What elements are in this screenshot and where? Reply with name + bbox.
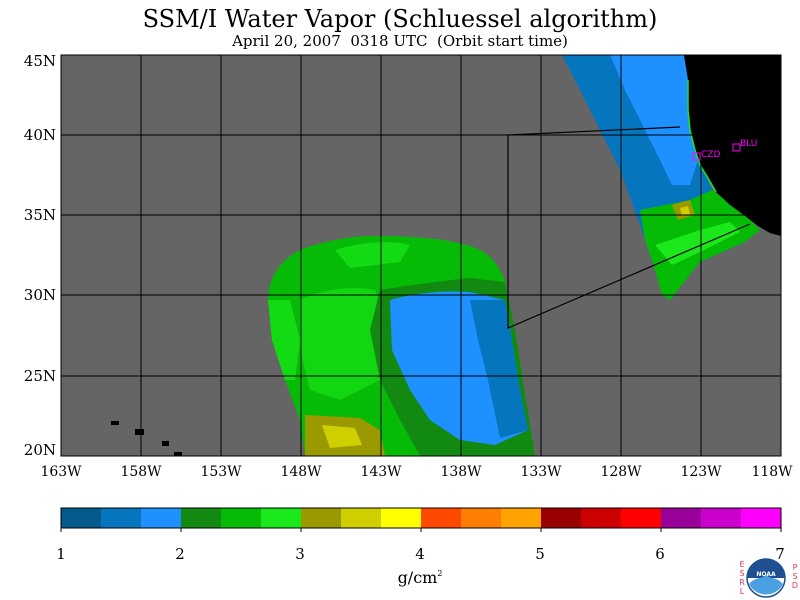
lat-label-35n: 35N	[23, 206, 56, 224]
station-czd-marker: CZD	[692, 150, 720, 161]
colorbar-label-5: 5	[535, 545, 545, 563]
esrl-letters: E S R L	[739, 560, 745, 596]
colorbar-label-3: 3	[295, 545, 305, 563]
colorbar-swatch	[581, 508, 621, 528]
colorbar-label-6: 6	[655, 545, 665, 563]
colorbar-swatch	[421, 508, 461, 528]
colorbar-swatch	[461, 508, 501, 528]
colorbar-label-2: 2	[175, 545, 185, 563]
colorbar	[60, 507, 782, 532]
coastline	[687, 80, 717, 193]
colorbar-swatch	[301, 508, 341, 528]
colorbar-label-1: 1	[56, 545, 66, 563]
noaa-logo-text: NOAA	[756, 571, 776, 578]
lon-label-163w: 163W	[40, 464, 82, 480]
colorbar-swatch	[261, 508, 301, 528]
colorbar-swatch	[501, 508, 541, 528]
lat-label-20n: 20N	[23, 441, 56, 459]
lon-label-143w: 143W	[360, 464, 402, 480]
lon-label-133w: 133W	[520, 464, 562, 480]
lat-label-45n: 45N	[23, 52, 56, 70]
psd-letters: P S D	[791, 563, 799, 590]
lat-label-30n: 30N	[23, 286, 56, 304]
colorbar-swatch	[141, 508, 181, 528]
lat-label-40n: 40N	[23, 126, 56, 144]
lon-label-138w: 138W	[440, 464, 482, 480]
colorbar-label-7: 7	[775, 545, 785, 563]
colorbar-label-4: 4	[415, 545, 425, 563]
lon-label-153w: 153W	[200, 464, 242, 480]
lon-label-128w: 128W	[600, 464, 642, 480]
colorbar-swatch	[181, 508, 221, 528]
colorbar-swatch	[221, 508, 261, 528]
colorbar-swatch	[61, 508, 101, 528]
colorbar-swatch	[621, 508, 661, 528]
noaa-logo: NOAA	[746, 558, 786, 598]
lat-lon-grid	[61, 55, 781, 456]
station-czd-label: CZD	[701, 150, 720, 160]
station-blu-marker: BLU	[732, 139, 757, 152]
map-title: SSM/I Water Vapor (Schluessel algorithm)	[142, 5, 658, 33]
map-subtitle: April 20, 2007 0318 UTC (Orbit start tim…	[232, 32, 568, 50]
colorbar-swatch	[341, 508, 381, 528]
lon-label-158w: 158W	[120, 464, 162, 480]
lon-label-123w: 123W	[680, 464, 722, 480]
units-main: g/cm	[397, 568, 438, 587]
pacific-swath	[268, 236, 535, 456]
islands	[111, 421, 182, 456]
colorbar-swatch	[381, 508, 421, 528]
units-superscript: 2	[437, 569, 443, 578]
colorbar-swatch	[701, 508, 741, 528]
colorbar-swatch	[541, 508, 581, 528]
colorbar-swatch	[741, 508, 781, 528]
colorbar-swatch	[101, 508, 141, 528]
colorbar-units: g/cm2	[380, 565, 460, 587]
lon-label-118w: 118W	[751, 464, 793, 480]
lat-label-25n: 25N	[23, 367, 56, 385]
map-frame	[60, 54, 782, 457]
trajectory-outline	[507, 126, 751, 329]
lon-label-148w: 148W	[280, 464, 322, 480]
colorbar-swatch	[661, 508, 701, 528]
station-blu-label: BLU	[740, 139, 757, 149]
